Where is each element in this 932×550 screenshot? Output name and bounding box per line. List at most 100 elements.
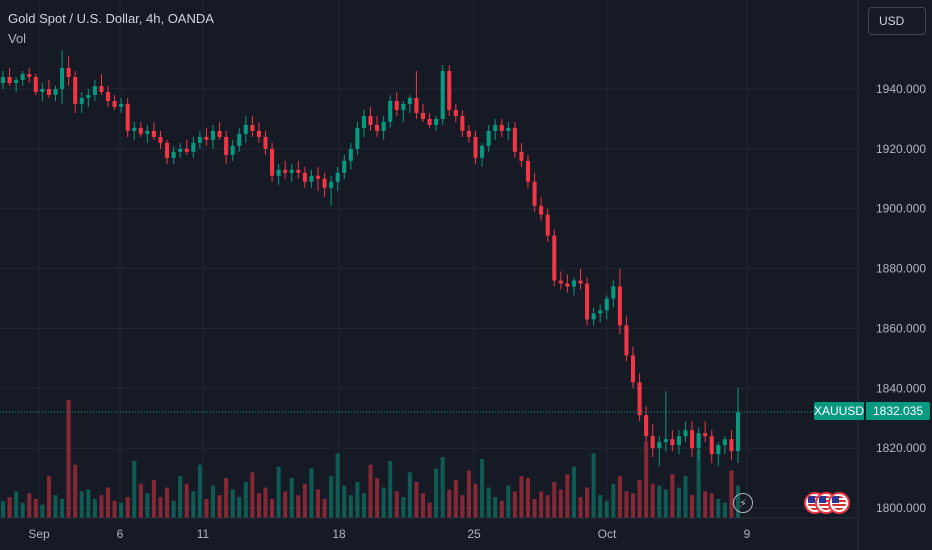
currency-button[interactable]: USD bbox=[868, 7, 926, 35]
volume-bar bbox=[480, 459, 485, 518]
volume-bar bbox=[138, 483, 143, 518]
volume-bar bbox=[512, 491, 517, 518]
volume-bar bbox=[644, 441, 649, 518]
candle-body bbox=[434, 118, 439, 125]
volume-bar bbox=[53, 495, 58, 518]
volume-bar bbox=[204, 498, 209, 518]
candle-body bbox=[604, 298, 609, 311]
time-tick-label: 6 bbox=[117, 527, 124, 541]
candle-body bbox=[112, 100, 117, 107]
volume-bar bbox=[499, 500, 504, 518]
candle-body bbox=[499, 124, 504, 131]
candle-body bbox=[79, 97, 84, 104]
volume-bar bbox=[473, 483, 478, 518]
price-tick-label: 1800.000 bbox=[876, 501, 926, 515]
candle-body bbox=[663, 439, 668, 443]
volume-bar bbox=[119, 502, 124, 518]
candle-body bbox=[565, 283, 570, 287]
volume-bar bbox=[197, 464, 202, 518]
volume-bar bbox=[309, 468, 314, 518]
volume-bar bbox=[224, 478, 229, 518]
volume-bar bbox=[420, 493, 426, 518]
price-axis[interactable]: 1800.000 1820.000 1840.000 1860.000 1880.000… bbox=[857, 0, 926, 550]
volume-bar bbox=[598, 495, 603, 518]
chart-title: Gold Spot / U.S. Dollar, 4h, OANDA bbox=[8, 11, 214, 26]
volume-bar bbox=[7, 497, 12, 518]
lightning-icon[interactable]: ⚡ bbox=[733, 493, 753, 513]
candle-body bbox=[355, 127, 360, 149]
volume-bar bbox=[151, 479, 156, 518]
volume-bar bbox=[14, 491, 19, 518]
candle-body bbox=[368, 115, 373, 125]
volume-bar bbox=[40, 504, 45, 518]
candle-body bbox=[571, 280, 576, 287]
candle-body bbox=[703, 433, 708, 437]
candle-body bbox=[440, 71, 445, 119]
candle-body bbox=[539, 205, 544, 215]
candle-body bbox=[420, 112, 426, 119]
price-tick-label: 1920.000 bbox=[876, 142, 926, 156]
candle-body bbox=[545, 214, 550, 236]
volume-bar bbox=[66, 400, 71, 518]
volume-bar bbox=[434, 468, 439, 518]
us-flag-event-icon[interactable] bbox=[828, 492, 850, 514]
candle-body bbox=[256, 130, 261, 137]
candle-body bbox=[302, 172, 307, 182]
volume-bar bbox=[401, 497, 406, 518]
candle-body bbox=[493, 124, 498, 131]
candle-body bbox=[276, 169, 281, 176]
candle-body bbox=[466, 130, 471, 137]
volume-bar bbox=[178, 476, 183, 518]
volume-bar bbox=[375, 478, 380, 518]
volume-bar bbox=[624, 491, 629, 518]
candlesticks bbox=[0, 50, 741, 467]
candle-body bbox=[683, 430, 688, 437]
candle-body bbox=[86, 94, 91, 98]
volume-bar bbox=[558, 489, 563, 518]
volume-bar bbox=[414, 481, 419, 518]
volume-bar bbox=[650, 483, 655, 518]
candle-body bbox=[617, 286, 622, 326]
volume-bar bbox=[486, 487, 491, 518]
volume-bar bbox=[92, 498, 97, 518]
candle-body bbox=[335, 172, 340, 182]
candle-body bbox=[237, 133, 242, 146]
candle-body bbox=[381, 121, 386, 131]
candle-body bbox=[447, 71, 452, 110]
candle-body bbox=[217, 130, 222, 137]
volume-bar bbox=[729, 470, 734, 518]
candle-body bbox=[342, 160, 347, 173]
volume-bar bbox=[394, 491, 399, 518]
symbol-price-tag: XAUUSD bbox=[814, 402, 865, 420]
volume-bar bbox=[571, 466, 576, 518]
candle-body bbox=[33, 77, 38, 92]
volume-bar bbox=[60, 498, 65, 518]
candle-body bbox=[388, 100, 393, 122]
candle-body bbox=[184, 148, 189, 152]
volume-bar bbox=[453, 479, 458, 518]
candle-body bbox=[506, 127, 511, 131]
volume-bar bbox=[670, 474, 675, 518]
volume-bar bbox=[578, 497, 583, 518]
time-tick-label: 9 bbox=[744, 527, 751, 541]
volume-bar bbox=[342, 485, 347, 518]
candle-body bbox=[361, 115, 366, 128]
candle-body bbox=[414, 97, 419, 113]
candle-body bbox=[696, 433, 701, 449]
volume-bar bbox=[690, 495, 695, 518]
volume-indicator-label[interactable]: Vol bbox=[8, 31, 27, 46]
volume-bar bbox=[27, 493, 32, 518]
candle-body bbox=[289, 169, 294, 173]
volume-bar bbox=[716, 498, 721, 518]
candle-body bbox=[525, 160, 531, 182]
candle-body bbox=[171, 151, 176, 158]
time-axis[interactable]: Sep 6 11 18 25 Oct 9 bbox=[0, 517, 858, 541]
candle-body bbox=[125, 103, 130, 131]
volume-bar bbox=[250, 472, 255, 518]
candle-body bbox=[14, 80, 19, 84]
candle-body bbox=[552, 235, 557, 281]
volume-bar bbox=[591, 453, 596, 518]
candle-body bbox=[20, 74, 25, 81]
candle-body bbox=[657, 442, 662, 449]
